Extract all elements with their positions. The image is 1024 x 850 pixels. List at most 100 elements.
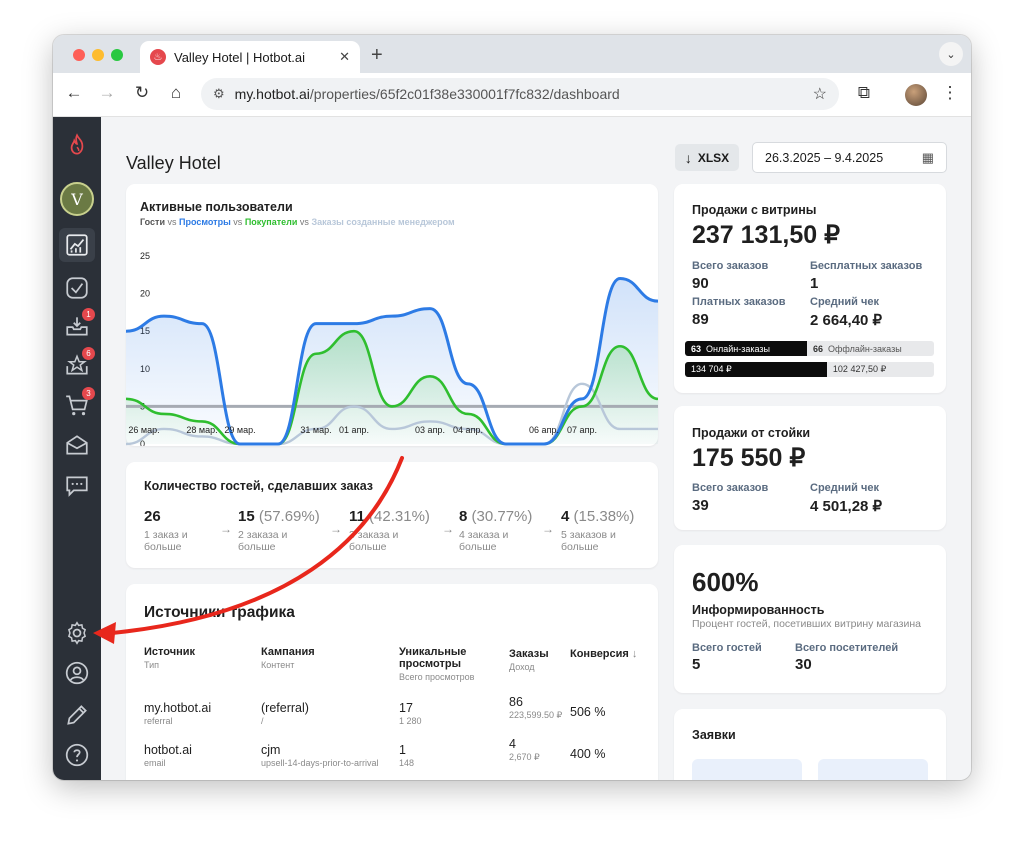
chat-bubble-icon[interactable] bbox=[63, 471, 91, 499]
profile-avatar[interactable] bbox=[905, 84, 927, 106]
download-arrow-icon: ↓ bbox=[684, 149, 692, 166]
address-bar[interactable]: ⚙ my.hotbot.ai/properties/65f2c01f38e330… bbox=[201, 78, 839, 110]
analytics-chart-icon[interactable] bbox=[63, 231, 91, 259]
col-campaign-sub: Контент bbox=[261, 660, 295, 670]
storefront-sales-total: 237 131,50 ₽ bbox=[692, 221, 840, 249]
funnel-step-label: 2 заказа и больше bbox=[238, 529, 288, 553]
tab-search-chevron-icon[interactable]: ⌄ bbox=[939, 42, 963, 66]
dashboard-content: Valley Hotel ↓ XLSX 26.3.2025 – 9.4.2025… bbox=[101, 117, 971, 780]
awareness-guests: 5 bbox=[692, 656, 701, 673]
storefront-avg-check-label: Средний чек bbox=[810, 296, 879, 308]
desk-sales-total: 175 550 ₽ bbox=[692, 444, 806, 472]
export-xlsx-label: XLSX bbox=[697, 150, 730, 165]
legend-vs-3: vs bbox=[299, 217, 309, 227]
funnel-arrow-icon: → bbox=[542, 522, 554, 536]
hotel-logo[interactable]: V bbox=[60, 182, 94, 216]
storefront-sales-title: Продажи с витрины bbox=[692, 203, 817, 217]
home-icon[interactable]: ⌂ bbox=[170, 83, 182, 102]
col-conversion: Конверсия bbox=[570, 648, 629, 660]
date-range-picker[interactable]: 26.3.2025 – 9.4.2025 ▦ bbox=[752, 142, 947, 173]
online-orders-label: Онлайн-заказы bbox=[706, 343, 771, 354]
traffic-sources-title: Источники трафика bbox=[144, 604, 295, 621]
settings-gear-icon[interactable] bbox=[63, 619, 91, 647]
new-tab-button[interactable]: + bbox=[371, 44, 383, 66]
col-campaign-header: Кампания Контент bbox=[261, 646, 315, 671]
col-orders-sub: Доход bbox=[509, 662, 535, 672]
reload-icon[interactable]: ↻ bbox=[134, 83, 150, 102]
edit-pencil-icon[interactable] bbox=[63, 701, 91, 729]
funnel-step: 15 (57.69%) 2 заказа и больше bbox=[238, 508, 320, 553]
funnel-arrow-icon: → bbox=[220, 522, 232, 536]
checkmark-tasks-icon[interactable] bbox=[63, 274, 91, 302]
requests-title: Заявки bbox=[692, 728, 736, 742]
export-xlsx-button[interactable]: ↓ XLSX bbox=[675, 144, 739, 171]
funnel-step: 8 (30.77%) 4 заказа и больше bbox=[459, 508, 537, 553]
extensions-puzzle-icon[interactable]: ⧉ bbox=[857, 83, 871, 102]
x-tick-label: 01 апр. bbox=[339, 425, 369, 435]
funnel-step: 4 (15.38%) 5 заказов и больше bbox=[561, 508, 639, 553]
traffic-cell-conversion: 506 % bbox=[570, 705, 606, 719]
online-offline-orders-bar: 63 Онлайн-заказы 66 Оффлайн-заказы bbox=[685, 341, 934, 356]
browser-tab[interactable]: ♨ Valley Hotel | Hotbot.ai ✕ bbox=[140, 41, 360, 73]
page-title: Valley Hotel bbox=[126, 153, 221, 173]
site-settings-icon[interactable]: ⚙ bbox=[213, 86, 225, 101]
y-tick-label: 20 bbox=[140, 289, 150, 299]
inbox-download-icon[interactable]: 1 bbox=[63, 308, 95, 340]
close-window-button[interactable] bbox=[73, 49, 85, 61]
sort-down-icon[interactable]: ↓ bbox=[631, 648, 638, 660]
mail-envelope-icon[interactable] bbox=[63, 431, 91, 459]
col-source-sub: Тип bbox=[144, 660, 160, 670]
close-tab-icon[interactable]: ✕ bbox=[339, 49, 350, 64]
storefront-total-orders-label: Всего заказов bbox=[692, 260, 769, 272]
help-question-icon[interactable] bbox=[63, 741, 91, 769]
x-tick-label: 28 мар. bbox=[186, 425, 217, 435]
online-orders-fill: 63 Онлайн-заказы bbox=[685, 341, 807, 356]
x-tick-label: 04 апр. bbox=[453, 425, 483, 435]
storefront-paid-orders-label: Платных заказов bbox=[692, 296, 786, 308]
browser-window: ♨ Valley Hotel | Hotbot.ai ✕ + ⌄ ← → ↻ ⌂… bbox=[53, 35, 971, 780]
funnel-arrow-icon: → bbox=[330, 522, 342, 536]
funnel-step-value: 26 bbox=[144, 508, 161, 525]
traffic-cell-campaign: cjm upsell-14-days-prior-to-arrival bbox=[261, 743, 379, 769]
legend-views: Просмотры bbox=[179, 217, 231, 227]
series-area bbox=[126, 278, 658, 444]
active-users-card: Активные пользователи Гости vs Просмотры… bbox=[126, 184, 658, 446]
x-tick-label: 31 мар. bbox=[300, 425, 331, 435]
legend-vs-1: vs bbox=[167, 217, 177, 227]
hotbot-logo-icon[interactable] bbox=[63, 131, 91, 159]
desk-sales-card: Продажи от стойки 175 550 ₽ Всего заказо… bbox=[674, 406, 946, 530]
awareness-percent: 600% bbox=[692, 567, 759, 597]
browser-menu-icon[interactable]: ⋮ bbox=[941, 83, 959, 102]
traffic-cell-views: 17 1 280 bbox=[399, 701, 422, 727]
back-arrow-icon[interactable]: ← bbox=[65, 83, 83, 102]
browser-toolbar: ← → ↻ ⌂ ⚙ my.hotbot.ai/properties/65f2c0… bbox=[53, 73, 971, 117]
bookmark-star-icon[interactable]: ☆ bbox=[812, 86, 827, 103]
storefront-free-orders-label: Бесплатных заказов bbox=[810, 260, 923, 272]
forward-arrow-icon[interactable]: → bbox=[98, 83, 116, 102]
user-profile-icon[interactable] bbox=[63, 659, 91, 687]
funnel-step-label: 5 заказов и больше bbox=[561, 529, 616, 553]
traffic-cell-source: hotbot.ai email bbox=[144, 743, 192, 769]
offline-sum: 102 427,50 ₽ bbox=[832, 364, 887, 374]
minimize-window-button[interactable] bbox=[92, 49, 104, 61]
col-conversion-header[interactable]: Конверсия ↓ bbox=[570, 648, 637, 660]
guests-ordered-title: Количество гостей, сделавших заказ bbox=[144, 479, 374, 493]
awareness-guests-label: Всего гостей bbox=[692, 642, 762, 654]
offline-orders-label: Оффлайн-заказы bbox=[828, 343, 902, 354]
traffic-cell-conversion: 400 % bbox=[570, 747, 606, 761]
storefront-avg-check: 2 664,40 ₽ bbox=[810, 312, 883, 329]
offline-sum-segment: 102 427,50 ₽ bbox=[827, 362, 886, 377]
traffic-cell-orders: 4 2,670 ₽ bbox=[509, 737, 540, 763]
shopping-cart-icon[interactable]: 3 bbox=[63, 387, 95, 419]
funnel-step: 26 1 заказ и больше bbox=[144, 508, 222, 553]
maximize-window-button[interactable] bbox=[111, 49, 123, 61]
request-tile-1[interactable] bbox=[692, 759, 802, 780]
x-tick-label: 26 мар. bbox=[128, 425, 159, 435]
col-source: Источник bbox=[144, 646, 196, 658]
reviews-star-icon[interactable]: 6 bbox=[63, 347, 95, 379]
series-line bbox=[126, 277, 658, 446]
active-users-chart: 051015202526 мар.28 мар.29 мар.31 мар.01… bbox=[126, 251, 658, 446]
online-offline-sum-bar: 134 704 ₽ 102 427,50 ₽ bbox=[685, 362, 934, 377]
traffic-cell-campaign: (referral) / bbox=[261, 701, 309, 727]
request-tile-2[interactable] bbox=[818, 759, 928, 780]
